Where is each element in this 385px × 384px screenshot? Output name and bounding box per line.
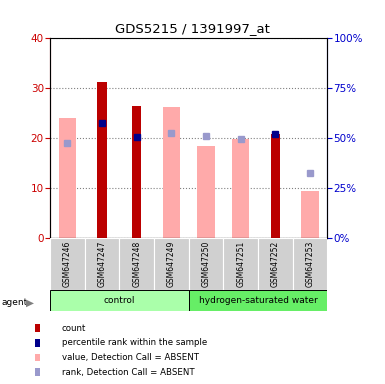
Text: hydrogen-saturated water: hydrogen-saturated water [199,296,317,305]
Text: GSM647248: GSM647248 [132,241,141,287]
Text: count: count [62,324,86,333]
Bar [162,107,180,238]
Bar [154,238,189,290]
Bar [85,238,119,290]
Text: rank, Detection Call = ABSENT: rank, Detection Call = ABSENT [62,367,194,377]
Bar [223,238,258,290]
Bar [197,146,215,238]
Text: GSM647253: GSM647253 [305,241,315,287]
Text: value, Detection Call = ABSENT: value, Detection Call = ABSENT [62,353,199,362]
Text: GSM647249: GSM647249 [167,241,176,287]
Bar [50,238,85,290]
Text: GDS5215 / 1391997_at: GDS5215 / 1391997_at [115,22,270,35]
Text: GSM647252: GSM647252 [271,241,280,287]
Bar [232,139,249,238]
Bar [50,290,189,311]
Bar [301,190,318,238]
Bar [132,106,141,238]
Bar [271,134,280,238]
Bar [189,290,327,311]
Bar [189,238,223,290]
Text: ▶: ▶ [26,298,34,308]
Bar [59,118,76,238]
Text: GSM647247: GSM647247 [97,241,107,287]
Text: GSM647250: GSM647250 [201,241,211,287]
Text: control: control [104,296,135,305]
Text: percentile rank within the sample: percentile rank within the sample [62,338,207,348]
Text: GSM647251: GSM647251 [236,241,245,287]
Bar [258,238,293,290]
Bar [293,238,327,290]
Bar [119,238,154,290]
Text: GSM647246: GSM647246 [63,241,72,287]
Text: agent: agent [2,298,28,307]
Bar [97,82,107,238]
